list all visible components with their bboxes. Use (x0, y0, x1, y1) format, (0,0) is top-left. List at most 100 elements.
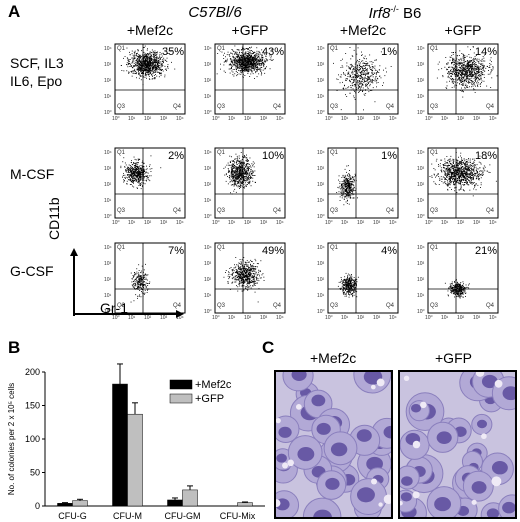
y-tick-label: 10³ (317, 261, 325, 267)
quadrant-label-q1: Q1 (330, 245, 339, 251)
x-tick-label: 10¹ (341, 116, 349, 122)
flow-plot-r3-c4: 21% Q1 Q3 Q4 10⁰ 10⁰ 10¹ 10¹ 10² 10² 10³ 10³ 10⁴ 10⁴ (417, 242, 499, 321)
x-tick-label: 10² (357, 116, 365, 122)
flow-scatter (214, 147, 286, 219)
y-tick-label: 10³ (204, 62, 212, 68)
x-tick-label: 10³ (160, 220, 168, 226)
gate-percent: 14% (474, 46, 497, 58)
panel-b-letter: B (8, 338, 21, 357)
bar-gfp-cfu-mix (237, 502, 253, 507)
x-tick-label: 10³ (473, 315, 481, 321)
row-label-1: SCF, IL3 IL6, Epo (10, 55, 64, 89)
vacuole (276, 418, 281, 424)
y-tick-label: 10⁴ (104, 46, 112, 52)
x-tick-label: 10⁰ (212, 220, 220, 226)
quadrant-label-q1: Q1 (330, 150, 339, 156)
y-tick-label: 10³ (204, 261, 212, 267)
x-category-label: CFU-Mix (220, 511, 256, 521)
vacuole (491, 476, 502, 487)
cell-nucleus (486, 508, 500, 517)
x-tick-label: 10⁰ (325, 315, 333, 321)
y-tick-label: 10² (317, 78, 325, 84)
vacuole (383, 494, 391, 504)
bar-mef2c-cfu-m (112, 383, 128, 507)
y-tick-label: 10⁴ (317, 150, 325, 156)
cell-nucleus (276, 453, 287, 463)
x-tick-label: 10² (457, 116, 465, 122)
y-tick-label: 10⁰ (317, 309, 325, 315)
cell-nucleus (330, 442, 348, 457)
quadrant-label-q4: Q4 (386, 303, 395, 309)
x-category-label: CFU-M (113, 511, 142, 521)
flow-scatter (327, 147, 399, 219)
y-tick-label: 10³ (317, 166, 325, 172)
flow-plot-r3-c3: 4% Q1 Q3 Q4 10⁰ 10⁰ 10¹ 10¹ 10² 10² 10³ 10³ 10⁴ 10⁴ (317, 242, 399, 321)
cell-nucleus (316, 422, 331, 435)
x-tick-label: 10⁴ (276, 220, 284, 226)
cell-nucleus (291, 372, 307, 381)
y-tick-label: 150 (25, 401, 40, 411)
micrograph-gfp (398, 370, 517, 519)
flow-scatter (327, 43, 399, 115)
legend-swatch (169, 393, 193, 404)
micrograph-label-mef2c: +Mef2c (310, 350, 357, 366)
vacuole (295, 403, 302, 410)
vacuole (276, 499, 281, 508)
x-tick-label: 10⁴ (489, 315, 497, 321)
cell-nucleus (356, 487, 375, 503)
flow-plot-r3-c2: 49% Q1 Q3 Q4 10⁰ 10⁰ 10¹ 10¹ 10² 10² 10³ 10³ 10⁴ 10⁴ (204, 242, 286, 321)
x-tick-label: 10⁴ (176, 220, 184, 226)
gate-percent: 2% (168, 150, 184, 162)
x-tick-label: 10⁰ (425, 116, 433, 122)
flow-plot-r1-c4: 14% Q1 Q3 Q4 10⁰ 10⁰ 10¹ 10¹ 10² 10² 10³ 10³ 10⁴ 10⁴ (417, 43, 499, 122)
y-tick-label: 10³ (104, 166, 112, 172)
x-tick-label: 10² (144, 315, 152, 321)
micrograph-label-gfp: +GFP (435, 350, 472, 366)
cell-nucleus (436, 431, 452, 445)
x-tick-label: 10² (357, 220, 365, 226)
x-tick-label: 10¹ (228, 220, 236, 226)
cell-nucleus (476, 419, 488, 429)
x-tick-label: 10² (244, 116, 252, 122)
y-tick-label: 10¹ (417, 293, 425, 299)
y-tick-label: 10² (317, 182, 325, 188)
y-tick-label: 200 (25, 367, 40, 377)
y-tick-label: 10² (204, 277, 212, 283)
y-tick-label: 10⁰ (317, 110, 325, 116)
quadrant-label-q4: Q4 (386, 104, 395, 110)
y-tick-label: 10³ (417, 261, 425, 267)
y-tick-label: 10⁰ (104, 214, 112, 220)
quadrant-label-q4: Q4 (486, 303, 495, 309)
vacuole (370, 384, 376, 390)
quadrant-label-q3: Q3 (217, 208, 226, 214)
y-tick-label: 10² (417, 277, 425, 283)
y-tick-label: 10² (204, 78, 212, 84)
y-tick-label: 10⁴ (104, 245, 112, 251)
y-tick-label: 10⁰ (204, 309, 212, 315)
quadrant-label-q1: Q1 (217, 150, 226, 156)
cell-nucleus (471, 481, 487, 494)
x-tick-label: 10¹ (441, 220, 449, 226)
panel-a-letter: A (8, 2, 21, 21)
legend-swatch (169, 379, 193, 390)
y-tick-label: 10² (104, 182, 112, 188)
x-tick-label: 10⁰ (112, 116, 120, 122)
y-tick-label: 10⁴ (104, 150, 112, 156)
flow-plot-r2-c3: 1% Q1 Q3 Q4 10⁰ 10⁰ 10¹ 10¹ 10² 10² 10³ 10³ 10⁴ 10⁴ (317, 147, 399, 226)
col-header-1: +Mef2c (126, 22, 174, 38)
bar-gfp-cfu-m (127, 413, 143, 507)
y-tick-label: 10¹ (204, 94, 212, 100)
legend-label: +Mef2c (195, 379, 232, 391)
x-tick-label: 10² (244, 315, 252, 321)
y-tick-label: 10⁰ (417, 214, 425, 220)
y-tick-label: 10¹ (104, 94, 112, 100)
quadrant-label-q4: Q4 (386, 208, 395, 214)
flow-scatter (214, 43, 286, 115)
cell-nucleus (434, 497, 451, 512)
quadrant-label-q1: Q1 (117, 150, 126, 156)
quadrant-label-q3: Q3 (430, 104, 439, 110)
flow-scatter (114, 147, 186, 219)
quadrant-label-q3: Q3 (330, 303, 339, 309)
vacuole (403, 375, 410, 382)
flow-scatter (427, 242, 499, 314)
